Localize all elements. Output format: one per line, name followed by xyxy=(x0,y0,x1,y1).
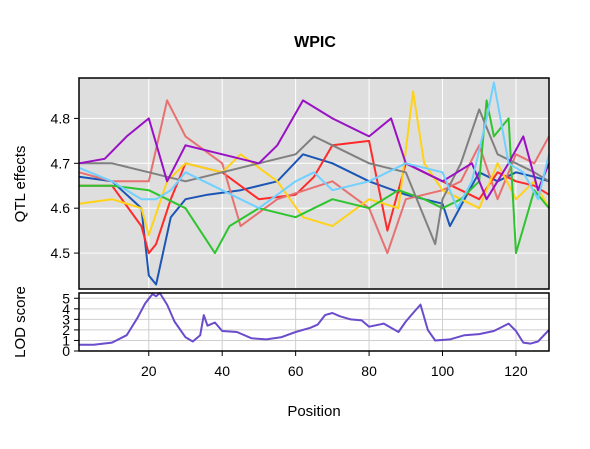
top-ytick-label-1: 4.6 xyxy=(51,200,71,216)
top-ytick-label-0: 4.5 xyxy=(51,245,71,261)
top-series-line-6 xyxy=(78,99,550,201)
xtick-label-3: 80 xyxy=(361,363,377,379)
bottom-ytick-label-2: 2 xyxy=(62,322,70,338)
top-series-line-3 xyxy=(78,90,550,237)
top-panel-frame xyxy=(78,77,550,290)
xtick-label-5: 120 xyxy=(504,363,528,379)
bottom-ytick-label-3: 3 xyxy=(62,311,70,327)
bottom-ytick-label-4: 4 xyxy=(62,301,70,317)
bottom-panel-frame xyxy=(78,292,550,352)
x-ticks: 20 40 60 80 100 120 xyxy=(141,351,528,379)
xtick-label-1: 40 xyxy=(214,363,230,379)
top-series-line-7 xyxy=(78,81,550,210)
x-axis-label: Position xyxy=(287,403,340,420)
bottom-ytick-label-5: 5 xyxy=(62,290,70,306)
chart-title: WPIC xyxy=(294,34,336,51)
top-panel-y-ticks: 4.5 4.6 4.7 4.8 xyxy=(51,110,79,261)
bottom-panel-background xyxy=(79,293,549,351)
top-panel-ylabel: QTL effects xyxy=(12,146,29,223)
bottom-ytick-label-1: 1 xyxy=(62,332,70,348)
bottom-ytick-label-0: 0 xyxy=(62,343,70,359)
xtick-label-4: 100 xyxy=(431,363,455,379)
top-series-line-4 xyxy=(79,99,550,255)
top-ytick-label-2: 4.7 xyxy=(51,155,71,171)
bottom-panel-ylabel: LOD score xyxy=(12,286,29,358)
top-series-line-5 xyxy=(79,108,550,246)
top-series-line-0 xyxy=(78,153,550,286)
xtick-label-2: 60 xyxy=(288,363,304,379)
top-panel-series xyxy=(78,81,550,286)
xtick-label-0: 20 xyxy=(141,363,157,379)
top-ytick-label-3: 4.8 xyxy=(51,110,71,126)
